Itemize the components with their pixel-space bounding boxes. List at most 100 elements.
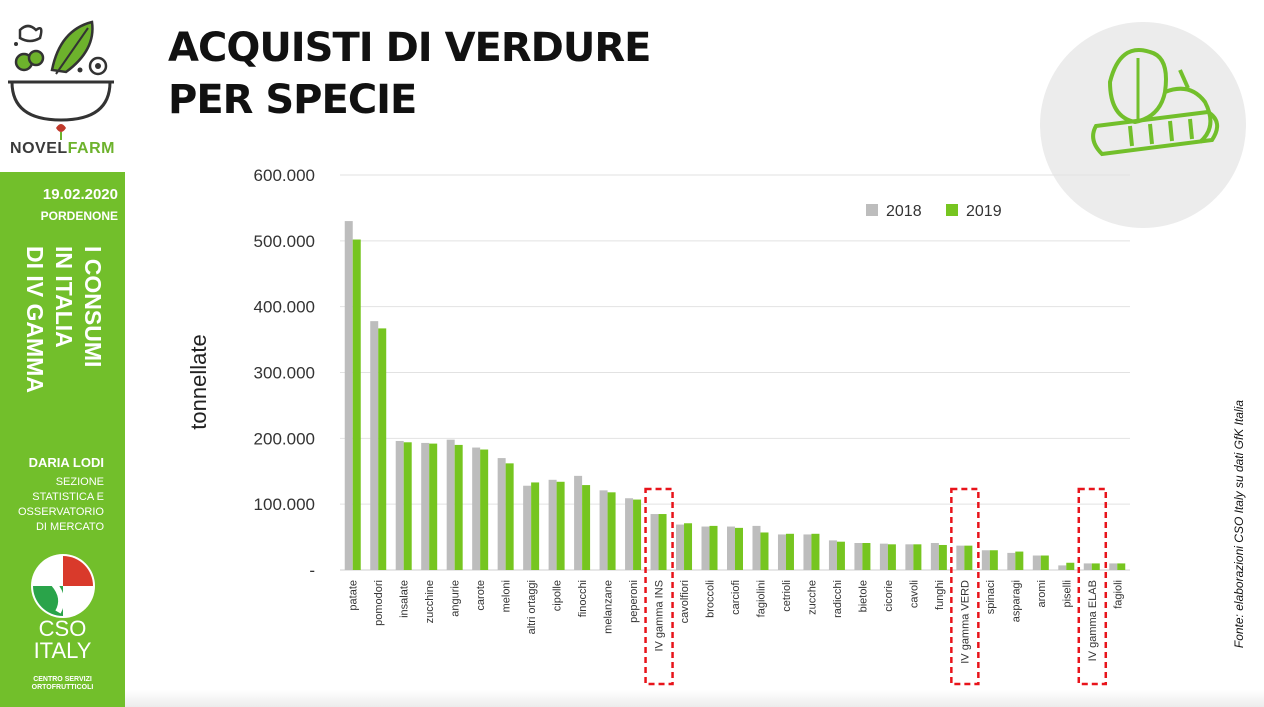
sidebar-vertical-title: I CONSUMI IN ITALIA DI IV GAMMA	[14, 246, 114, 416]
x-tick-label: asparagi	[1010, 580, 1022, 622]
bar-2018	[1109, 563, 1118, 570]
x-tick-label: melanzane	[603, 580, 615, 634]
x-tick-label: aromi	[1036, 580, 1048, 608]
bar-2019	[1040, 555, 1049, 570]
vegetables-icon	[1040, 22, 1246, 228]
bar-2019	[633, 499, 642, 570]
bar-2018	[472, 447, 481, 570]
y-tick-label: 400.000	[254, 298, 315, 317]
x-tick-label: IV gamma INS	[654, 580, 666, 652]
bar-2018	[752, 525, 761, 570]
page-title: ACQUISTI DI VERDURE PER SPECIE	[168, 25, 651, 123]
bar-2018	[854, 543, 863, 570]
x-tick-label: fagioli	[1112, 580, 1124, 609]
x-tick-label: finocchi	[577, 580, 589, 617]
bar-2018	[344, 221, 353, 571]
bar-2019	[735, 527, 743, 570]
bar-2018	[395, 440, 404, 570]
bar-2019	[760, 532, 769, 570]
bar-2019	[531, 482, 540, 570]
bar-2018	[803, 534, 812, 570]
bar-2019	[1066, 562, 1075, 570]
x-tick-label: zucche	[806, 580, 818, 615]
legend-label: 2019	[966, 203, 1002, 220]
x-tick-label: piselli	[1061, 580, 1073, 608]
slide-bottom-edge	[125, 690, 1264, 707]
bar-2019	[964, 545, 973, 570]
bar-2018	[370, 321, 379, 570]
bar-2018	[599, 490, 608, 570]
bar-2019	[684, 523, 693, 570]
author-name: DARIA LODI	[28, 455, 104, 470]
y-tick-label: 600.000	[254, 166, 315, 185]
bar-2018	[879, 543, 888, 570]
bar-2018	[574, 475, 583, 570]
vertical-title-line: IN ITALIA	[51, 246, 77, 348]
bar-2018	[905, 544, 914, 570]
x-tick-label: cavolfiori	[679, 580, 691, 623]
bar-2018	[828, 540, 837, 570]
x-tick-label: peperoni	[628, 580, 640, 623]
x-tick-label: cavoli	[908, 580, 920, 608]
x-tick-label: cipolle	[552, 580, 564, 611]
highlight-box	[950, 487, 980, 686]
x-tick-label: broccoli	[705, 580, 717, 618]
highlight-box	[1077, 487, 1108, 686]
bar-2019	[785, 533, 794, 570]
bar-2018	[956, 545, 965, 570]
bar-2019	[811, 533, 820, 570]
x-tick-label: pomodori	[373, 580, 385, 626]
bar-2018	[446, 439, 455, 570]
y-tick-label: 100.000	[254, 495, 315, 514]
event-date: 19.02.2020	[42, 186, 118, 203]
bar-2018	[421, 442, 430, 570]
bar-2018	[981, 550, 990, 570]
bar-2018	[676, 524, 685, 570]
legend-swatch	[866, 204, 878, 216]
bar-2019	[480, 449, 489, 570]
x-tick-label: IV gamma ELAB	[1087, 580, 1099, 661]
bar-2019	[862, 543, 871, 570]
y-tick-label: 500.000	[254, 232, 315, 251]
bar-2019	[352, 239, 361, 570]
x-tick-label: funghi	[934, 580, 946, 610]
bar-2019	[938, 544, 947, 570]
y-tick-label: 300.000	[254, 364, 315, 383]
x-tick-label: altri ortaggi	[526, 580, 538, 634]
bar-2018	[650, 514, 659, 570]
bar-2018	[727, 526, 735, 570]
bar-2019	[378, 328, 387, 570]
x-tick-label: insalate	[399, 580, 411, 618]
bar-2019	[403, 442, 412, 570]
legend-label: 2018	[886, 203, 922, 220]
legend-swatch	[946, 204, 958, 216]
author-department: SEZIONE STATISTICA E OSSERVATORIO DI MER…	[18, 476, 104, 533]
salad-bowl-icon	[8, 20, 114, 140]
highlight-box	[644, 487, 674, 686]
bar-2019	[582, 485, 591, 570]
bar-2018	[523, 485, 532, 570]
bar-2018	[1032, 555, 1041, 570]
bar-2019	[505, 463, 514, 570]
bar-2018	[497, 458, 506, 570]
x-tick-label: angurie	[450, 580, 462, 617]
y-tick-label: -	[309, 561, 315, 580]
bar-2019	[1091, 563, 1100, 570]
bar-2018	[777, 534, 786, 570]
x-tick-label: meloni	[501, 580, 513, 612]
bar-2018	[625, 498, 634, 570]
bar-2019	[556, 481, 565, 570]
vertical-title-line: I CONSUMI	[80, 246, 106, 368]
bar-2019	[887, 544, 896, 570]
bar-2019	[989, 550, 998, 570]
x-tick-label: patate	[348, 580, 360, 611]
bar-2019	[429, 443, 438, 570]
bar-2018	[701, 526, 710, 570]
bar-2019	[454, 444, 463, 570]
bar-2019	[836, 541, 845, 570]
cso-logo-icon	[31, 554, 95, 618]
bar-2019	[1117, 563, 1126, 570]
bar-2019	[607, 492, 616, 570]
x-tick-label: radicchi	[832, 580, 844, 618]
